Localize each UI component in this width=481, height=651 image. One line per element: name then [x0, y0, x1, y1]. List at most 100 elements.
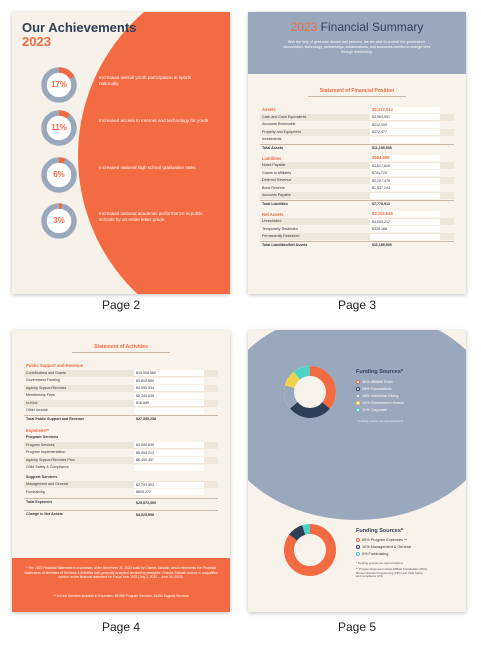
decorative-orange-circle [78, 12, 230, 294]
statement-title: Statement of Financial Position [319, 88, 395, 94]
progress-arc [41, 157, 77, 193]
row-label: Contributions and Grants [26, 370, 66, 375]
table-row: Agency Support/Services $4,995,534 [24, 384, 218, 392]
statement-title: Statement of Activities [94, 344, 148, 350]
row-value: $27,399,258 [136, 417, 156, 421]
table-row: Permanently Restricted [260, 233, 454, 240]
page-2-achievements[interactable]: Our Achievements 2023 17% Increased over… [12, 12, 230, 294]
stat-description: Increased overall youth participation in… [99, 75, 192, 86]
row-label: Accounts Payable [262, 193, 291, 197]
table-row: Membership Fees $5,345,638 [24, 392, 218, 399]
row-value: $5,345,638 [134, 392, 204, 399]
progress-arc [41, 110, 77, 146]
row-value: $4,963,901 [370, 114, 440, 120]
row-value [134, 407, 204, 414]
page-4-activities[interactable]: Statement of Activities Public Support a… [12, 330, 230, 612]
row-value [134, 464, 204, 471]
table-row: Total Liabilities/Net Assets $11,189,935 [260, 240, 454, 248]
row-value [370, 233, 440, 240]
legend-item: 10% Management & General [356, 545, 411, 549]
row-value: $3,115,648 [370, 211, 440, 217]
footer-note: ** In-Kind Services included in Expenses… [53, 594, 189, 598]
donut-ring [41, 67, 77, 103]
row-label: Total Assets [262, 145, 283, 150]
row-value [134, 363, 204, 369]
donut-ring [41, 110, 77, 146]
legend-label: 28% Foundations [362, 387, 392, 391]
row-label: Total Public Support and Revenue [26, 416, 85, 421]
legend-item: 85% Program Expenses ** [356, 538, 407, 542]
row-label: Investments [262, 137, 282, 141]
legend-item: 15% Individual Giving [356, 394, 399, 398]
row-label: Change in Net Assets [26, 512, 63, 516]
subsection-label: Program Services [26, 435, 59, 439]
row-value: $741,720 [370, 170, 440, 176]
table-row: Agency Support/Services Prov. $6,490,457 [24, 456, 218, 464]
page-3-financial-summary[interactable]: 2023 Financial Summary With the help of … [248, 12, 466, 294]
table-row: Net Assets $3,115,648 [260, 211, 454, 218]
legend-dot-icon [356, 545, 360, 549]
row-value: $212,155 [370, 121, 440, 128]
progress-arc [41, 203, 77, 239]
row-label: Total Liabilities/Net Assets [262, 242, 308, 247]
row-value: $7,778,912 [372, 202, 390, 206]
row-label: Net Assets [262, 211, 284, 217]
legend-label: 36% Affiliate Dues [362, 380, 393, 384]
legend-item: 5% Fundraising [356, 552, 388, 556]
row-value: $4,053,212 [370, 218, 440, 225]
achievements-title: Our Achievements [22, 20, 137, 35]
table-row: Liabilities $564,598 [260, 155, 454, 162]
row-label: Expenses** [26, 427, 49, 433]
table-row: Temporarily Restricted $325,168 [260, 226, 454, 233]
row-label: In-Kind [26, 400, 38, 405]
table-row: Unrestricted $4,053,212 [260, 218, 454, 225]
row-label: Permanently Restricted [262, 234, 300, 238]
legend-dot-icon [356, 380, 360, 384]
table-row: Expenses** [24, 427, 218, 434]
progress-arc [41, 67, 77, 103]
title-text: Financial Summary [317, 20, 424, 34]
stat-description: Increased national academic performance … [99, 211, 203, 222]
legend-label: 10% Management & General [362, 545, 411, 549]
page-label-2: Page 2 [101, 298, 141, 312]
divider [72, 352, 170, 353]
divider [308, 96, 406, 97]
row-label: Temporarily Restricted [262, 226, 298, 231]
table-row: Fundraising $805,372 [24, 489, 218, 496]
table-row: Property and Equipment $472,477 [260, 128, 454, 136]
page-5-funding[interactable]: Funding Sources* 36% Affiliate Dues 28% F… [248, 330, 466, 612]
row-value: $1,537,244 [370, 185, 440, 191]
row-value: $25,573,390 [136, 500, 156, 505]
funding-sources-title: Funding Sources* [356, 369, 404, 375]
table-row: Accounts Receivable $212,155 [260, 121, 454, 128]
financial-summary-title: 2023 Financial Summary [248, 20, 466, 34]
donut-ring [41, 203, 77, 239]
legend-dot-icon [356, 387, 360, 391]
row-value: $564,598 [370, 155, 440, 161]
row-value [134, 427, 204, 433]
row-value [370, 192, 440, 199]
table-row: Management and General $2,793,503 [24, 481, 218, 488]
donut-slice [284, 366, 336, 418]
table-row: Notes Payable $3,617,810 [260, 162, 454, 169]
table-row: Assets $5,312,012 [260, 106, 454, 113]
legend-item: 10% Government Grants [356, 401, 404, 405]
row-label: Public Support and Revenue [26, 363, 84, 368]
table-row: Program Implementation $5,493,213 [24, 449, 218, 456]
row-value: $805,372 [134, 489, 204, 495]
donut-ring [41, 157, 77, 193]
funding-donut-chart [284, 366, 336, 418]
stat-description: Increased national high school graduatio… [99, 165, 196, 170]
row-label: Management and General [26, 482, 68, 486]
row-value: $3,617,810 [370, 162, 440, 169]
page-label-3: Page 3 [337, 298, 377, 312]
row-value: $5,493,213 [134, 449, 204, 456]
achievements-year: 2023 [22, 34, 51, 49]
legend-item: 11% Corporate [356, 408, 387, 412]
expenses-title: Funding Sources* [356, 528, 404, 534]
row-label: Liabilities [262, 155, 282, 161]
row-value: $3,892,850 [134, 377, 204, 384]
table-row: In-Kind $16,889 [24, 399, 218, 407]
row-value: $5,312,012 [370, 106, 440, 113]
funding-note: * Funding sources are approximations [356, 419, 404, 423]
